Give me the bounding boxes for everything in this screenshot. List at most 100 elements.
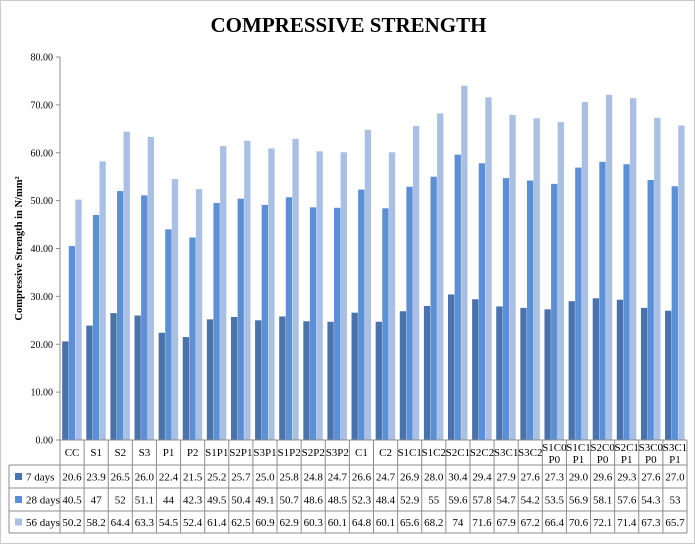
table-value-7-days: 25.8 xyxy=(279,472,299,484)
table-value-28-days: 59.6 xyxy=(448,495,468,507)
category-label: S3C1 xyxy=(494,447,518,459)
table-value-56-days: 67.9 xyxy=(497,517,517,529)
bar-7-days-S2C0-P0 xyxy=(592,298,599,440)
table-value-28-days: 50.4 xyxy=(231,495,251,507)
table-value-28-days: 49.1 xyxy=(255,495,274,507)
y-tick-label: 80.00 xyxy=(31,53,54,64)
y-tick-label: 0.00 xyxy=(36,436,54,447)
bar-28-days-CC xyxy=(68,246,76,440)
bar-28-days-C1 xyxy=(358,189,365,440)
bar-28-days-S2P2 xyxy=(309,207,317,440)
bar-7-days-S1C2 xyxy=(423,305,431,440)
bar-7-days-S1C1-P1 xyxy=(568,301,575,440)
bar-56-days-S1 xyxy=(99,161,106,440)
table-value-56-days: 67.3 xyxy=(641,517,661,529)
legend-key-28-days xyxy=(15,496,22,503)
table-value-28-days: 47 xyxy=(91,495,103,507)
category-label: S1C1 xyxy=(397,447,421,459)
table-value-7-days: 26.5 xyxy=(111,472,131,484)
y-tick-label: 70.00 xyxy=(31,100,54,111)
bar-28-days-S1 xyxy=(92,214,100,440)
bar-7-days-S2C2 xyxy=(472,299,479,440)
bar-28-days-S1C2 xyxy=(430,176,437,440)
bar-7-days-S3P2 xyxy=(327,321,334,440)
table-value-7-days: 26.0 xyxy=(135,472,155,484)
table-value-56-days: 64.8 xyxy=(352,517,372,529)
table-value-28-days: 55 xyxy=(428,495,440,507)
category-label: P2 xyxy=(187,447,199,459)
table-value-7-days: 30.4 xyxy=(448,472,468,484)
category-label: S2C1 xyxy=(446,447,470,459)
bar-7-days-CC xyxy=(62,341,69,440)
bar-7-days-S1P2 xyxy=(279,316,286,440)
table-value-56-days: 52.4 xyxy=(183,517,203,529)
category-label: C2 xyxy=(379,447,392,459)
bar-56-days-S2P1 xyxy=(244,140,251,440)
table-value-56-days: 70.6 xyxy=(569,517,589,529)
table-value-28-days: 40.5 xyxy=(62,495,82,507)
table-value-56-days: 71.6 xyxy=(472,517,492,529)
bar-56-days-S2C1 xyxy=(461,85,468,440)
bar-56-days-P1 xyxy=(171,179,179,440)
table-value-7-days: 21.5 xyxy=(183,472,203,484)
category-label: S1C1 P1 xyxy=(566,442,590,466)
table-value-28-days: 53 xyxy=(669,495,681,507)
table-value-7-days: 26.6 xyxy=(352,472,372,484)
chart-title: COMPRESSIVE STRENGTH xyxy=(210,13,487,37)
table-value-56-days: 68.2 xyxy=(424,517,443,529)
table-value-28-days: 51.1 xyxy=(135,495,154,507)
table-value-28-days: 54.2 xyxy=(521,495,540,507)
category-label: S1 xyxy=(90,447,102,459)
table-value-28-days: 54.7 xyxy=(497,495,517,507)
table-value-56-days: 61.4 xyxy=(207,517,227,529)
bar-28-days-S1P2 xyxy=(285,197,293,440)
bar-7-days-S2C1-P1 xyxy=(616,299,624,440)
bar-7-days-S3C1-P1 xyxy=(665,310,672,440)
bar-7-days-S2C1 xyxy=(448,294,455,440)
table-value-56-days: 62.9 xyxy=(279,517,299,529)
category-label: S3P2 xyxy=(326,447,349,459)
bar-56-days-S3C1 xyxy=(509,114,516,441)
legend-key-56-days xyxy=(15,518,22,526)
bar-28-days-S3C1 xyxy=(502,178,510,440)
bar-56-days-S1P1 xyxy=(220,146,227,441)
legend-label-7-days: 7 days xyxy=(26,472,54,484)
table-value-28-days: 48.5 xyxy=(328,495,348,507)
y-tick-label: 30.00 xyxy=(31,292,54,303)
table-value-7-days: 27.6 xyxy=(521,472,541,484)
bar-28-days-S2C1 xyxy=(454,154,461,441)
bar-56-days-S1P2 xyxy=(292,138,299,440)
category-label: S3 xyxy=(139,447,151,459)
table-value-56-days: 60.1 xyxy=(328,517,347,529)
bar-28-days-S1C0-P0 xyxy=(551,183,558,440)
bar-28-days-S2C0-P0 xyxy=(599,161,606,440)
table-value-56-days: 64.4 xyxy=(111,517,131,529)
bar-7-days-P2 xyxy=(182,337,190,440)
bar-56-days-P2 xyxy=(195,189,203,440)
category-label: S2 xyxy=(114,447,126,459)
bar-56-days-S2C0-P0 xyxy=(605,94,613,440)
bar-56-days-S1C1-P1 xyxy=(581,102,589,440)
bar-56-days-S3C1-P1 xyxy=(678,125,685,441)
table-value-56-days: 65.7 xyxy=(665,517,685,529)
table-value-28-days: 48.6 xyxy=(304,495,324,507)
legend-label-28-days: 28 days xyxy=(26,495,60,507)
bar-7-days-C1 xyxy=(351,312,358,440)
bar-7-days-S3 xyxy=(134,315,141,440)
category-label: S1P1 xyxy=(205,447,228,459)
category-label: S2P2 xyxy=(302,447,325,459)
table-value-7-days: 22.4 xyxy=(159,472,179,484)
table-value-56-days: 58.2 xyxy=(87,517,106,529)
bar-28-days-S2C1-P1 xyxy=(623,164,630,441)
bar-56-days-C1 xyxy=(364,129,372,440)
table-value-56-days: 54.5 xyxy=(159,517,179,529)
category-label: S2C1 P1 xyxy=(614,442,638,466)
bar-7-days-S1C0-P0 xyxy=(544,309,551,440)
bar-28-days-S2P1 xyxy=(237,198,244,440)
bar-28-days-S2 xyxy=(116,191,124,440)
table-value-56-days: 71.4 xyxy=(617,517,637,529)
table-value-28-days: 57.6 xyxy=(617,495,637,507)
category-label: P1 xyxy=(163,447,175,459)
